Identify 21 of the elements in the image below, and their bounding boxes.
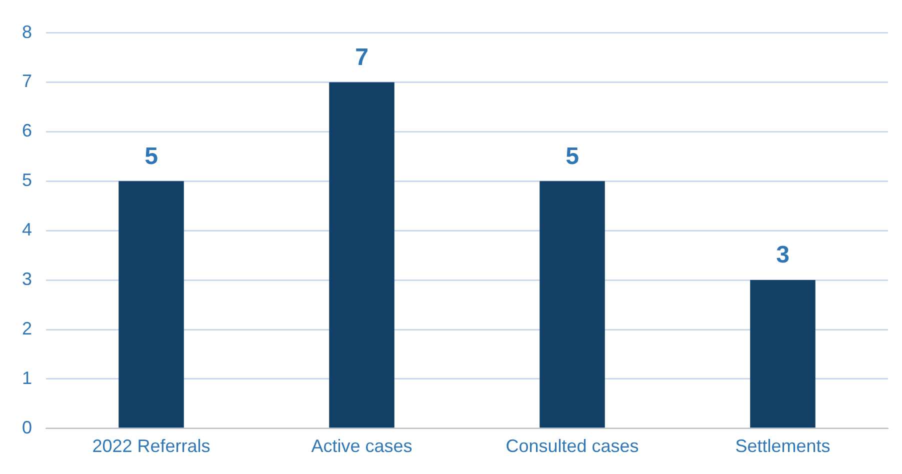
bar (540, 181, 605, 428)
x-tick-label: Settlements (735, 436, 830, 456)
data-label: 5 (144, 142, 158, 170)
data-label: 7 (355, 44, 368, 71)
y-tick-label: 6 (22, 120, 32, 141)
data-label: 3 (776, 242, 790, 269)
bar (750, 280, 816, 428)
x-tick-label: Consulted cases (506, 436, 639, 456)
y-tick-label: 4 (22, 220, 32, 240)
y-tick-label: 5 (22, 170, 32, 190)
bar (329, 82, 394, 428)
bar (118, 181, 184, 428)
y-tick-label: 0 (22, 417, 32, 438)
data-label: 5 (566, 142, 579, 170)
y-tick-label: 8 (22, 22, 32, 42)
y-tick-label: 7 (22, 71, 32, 92)
y-tick-label: 2 (22, 318, 32, 338)
x-tick-label: 2022 Referrals (92, 436, 210, 456)
y-tick-label: 1 (22, 368, 32, 388)
y-tick-label: 3 (22, 269, 32, 290)
x-tick-label: Active cases (311, 436, 412, 456)
